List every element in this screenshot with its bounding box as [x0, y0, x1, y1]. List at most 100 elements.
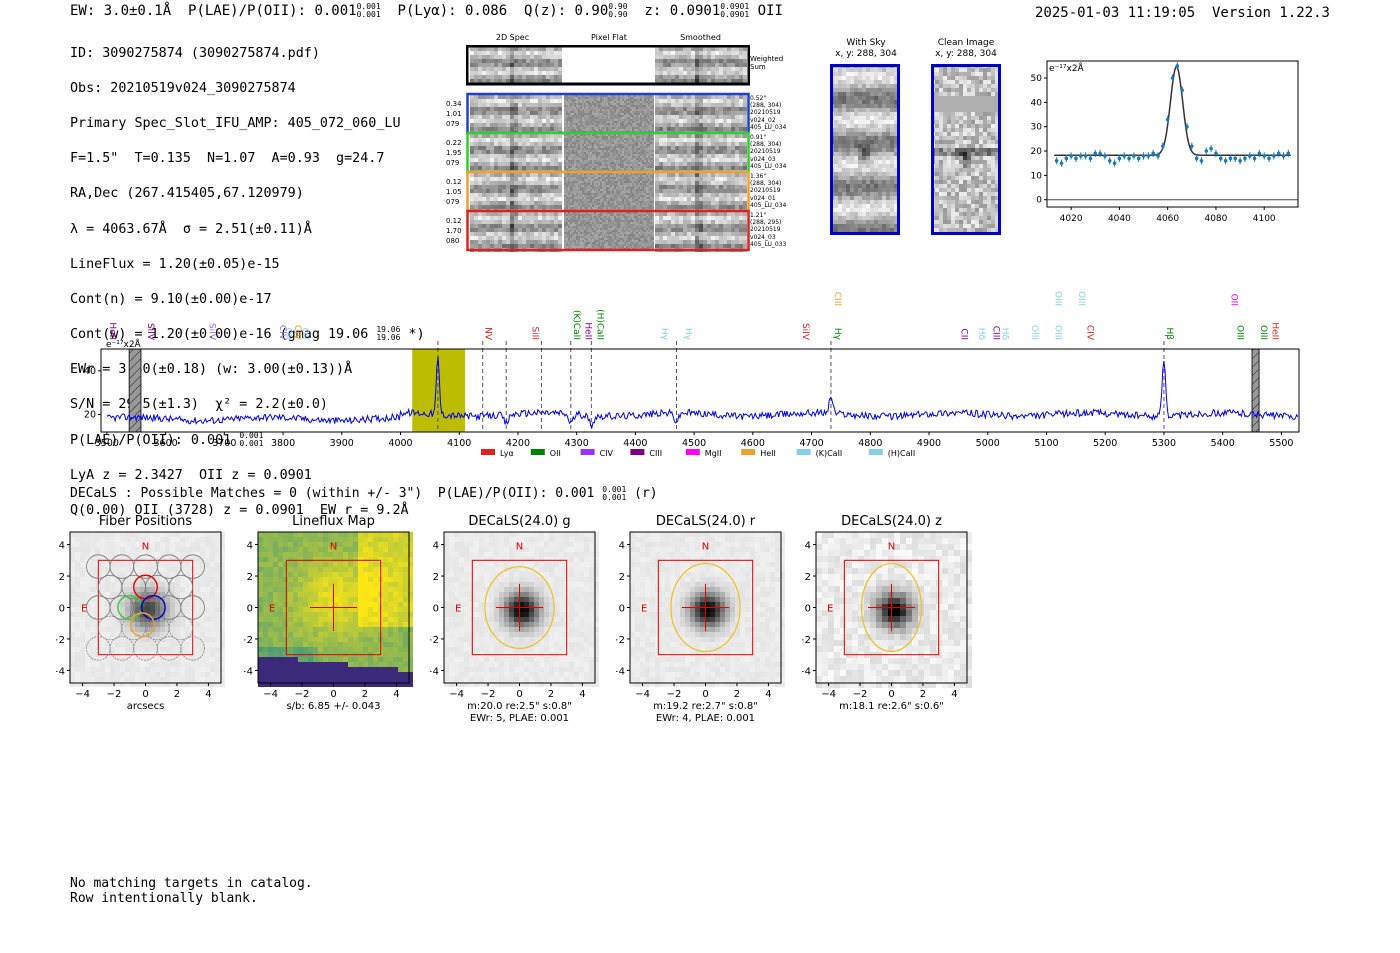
fit-data-point: [1098, 151, 1102, 156]
spectrum-xtick-label: 4200: [506, 438, 530, 449]
row3-2dspec: [470, 212, 562, 252]
decals-panel-title: Lineflux Map: [292, 514, 375, 529]
row3-smoothed: [655, 212, 747, 252]
row3-right-2: 20210519: [750, 226, 781, 234]
legend-label: CIII: [649, 449, 662, 458]
north-label: N: [702, 541, 709, 552]
fit-data-point: [1170, 76, 1175, 80]
decals-image-pixels: [70, 532, 225, 687]
fit-data-point: [1059, 161, 1064, 165]
decals-caption: EWr: 5, PLAE: 0.001: [470, 713, 569, 724]
spectrum-line-label: Hγ: [832, 328, 842, 341]
decals-image-pixels: [258, 532, 413, 687]
fit-data-point: [1141, 154, 1146, 158]
decals-ytick-label: 4: [433, 541, 439, 552]
spectrum-xtick-label: 4600: [741, 438, 765, 449]
row1-left-2: 079: [446, 159, 460, 167]
fit-data-point: [1151, 151, 1155, 156]
fit-data-point: [1074, 156, 1078, 161]
decals-caption: EWr: 4, PLAE: 0.001: [656, 713, 755, 724]
spectrum-line-label: CIV: [1085, 325, 1095, 341]
legend-swatch: [868, 449, 883, 455]
ew-value: EW: 3.0±0.1Å: [70, 3, 172, 19]
fit-data-point: [1132, 154, 1136, 158]
decals-end: (r): [634, 486, 658, 501]
weighted-frame: [466, 45, 750, 86]
spectrum-xtick-label: 5200: [1093, 438, 1117, 449]
decals-panel-z: DECaLS(24.0) z N E −4 −4 −2 −2 0 0 2 2 4 4 m:18.1 re:…: [802, 512, 977, 727]
row0-2dspec: [470, 95, 562, 135]
spectrum-line-label: CIV: [277, 325, 287, 341]
clean-image-title: Clean Image: [937, 38, 995, 48]
row0-right-4: 405_LU_034: [750, 123, 787, 131]
spectrum-line-label: SiIV: [800, 323, 810, 341]
fit-data-point: [1252, 156, 1257, 161]
spectrum-line-label: HeII: [107, 322, 117, 340]
spectrum-line-label: OIII: [1029, 325, 1039, 340]
decals-caption: m:20.0 re:2.5" s:0.8": [467, 701, 572, 712]
decals-ytick-label: −4: [430, 666, 439, 677]
fit-data-point: [1146, 154, 1151, 158]
row3-left-label: 0.12 1.70 080: [446, 216, 462, 246]
spectrum-line-label: OII: [1229, 294, 1239, 306]
spectrum-xtick-label: 3700: [212, 438, 236, 449]
decals-image-pixels: [444, 532, 599, 687]
spectrum-axes-frame: [100, 348, 1300, 433]
fit-data-point: [1165, 117, 1170, 122]
search-box: [471, 559, 568, 656]
row0-right-1: (288, 304): [750, 102, 782, 110]
fit-data-point: [1069, 154, 1073, 158]
row3-left-2: 080: [446, 237, 460, 245]
z-sup: 0.0901: [720, 2, 750, 11]
weighted-pixelflat: [564, 47, 654, 83]
contw-sup: 19.06: [376, 325, 401, 335]
fit-data-point: [1209, 146, 1213, 151]
clean-img-pixels: [931, 64, 1001, 235]
fit-data-point: [1272, 154, 1276, 158]
spectrum-line-label: NV: [483, 327, 493, 341]
decals-xtick-label: −2: [481, 689, 496, 700]
spectrum-line-label: Hδ: [976, 328, 986, 341]
decals-ytick-label: −4: [802, 666, 811, 677]
decals-xtick-label: −4: [449, 689, 464, 700]
fit-data-point: [1228, 156, 1233, 161]
spectrum-line-label: CIV: [292, 325, 302, 341]
info-id: ID: 3090275874 (3090275874.pdf): [70, 45, 320, 61]
info-q: Q(0.00) OII (3728) z = 0.0901 EW r = 9.2…: [70, 503, 409, 519]
fit-data-point: [1093, 151, 1098, 156]
spectrum-line-label: CII: [958, 328, 968, 340]
clean-img-frame: [931, 64, 1001, 235]
decals-panel-lineflux: Lineflux Map N E −4 −4 −2 −2 0 0 2 2 4 4 s/b: 6.85 +/…: [244, 512, 419, 727]
fit-unit-label: e⁻¹⁷x2Å: [1049, 62, 1085, 74]
row2-left-1: 1.05: [446, 188, 462, 196]
row0-left-label: 0.34 1.01 079: [446, 99, 462, 129]
info-plae: P(LAE)/P(OII): 0.001 0.001 0.001: [70, 431, 425, 450]
decals-panel-plot: N E −4 −4 −2 −2 0 0 2 2 4 4 m:19.2 re:2.7" s:0.8"EWr…: [616, 531, 785, 724]
fit-data-point: [1281, 154, 1286, 158]
decals-ytick-label: 0: [433, 604, 439, 615]
col-title-smoothed: Smoothed: [680, 33, 721, 42]
decals-panel-r: DECaLS(24.0) r N E −4 −4 −2 −2 0 0 2 2 4 4 m:19.2 re:…: [616, 512, 791, 727]
info-primary: Primary Spec_Slot_IFU_AMP: 405_072_060_L…: [70, 115, 401, 131]
info-lya: LyA z = 2.3427 OII z = 0.0901: [70, 467, 312, 483]
clean-image-xy: x, y: 288, 304: [935, 49, 997, 59]
fit-data-point: [1218, 156, 1223, 161]
legend-swatch: [630, 449, 645, 455]
info-contn: Cont(n) = 9.10(±0.00)e-17: [70, 291, 272, 307]
spectrum-xtick-label: 3800: [271, 438, 295, 449]
header-summary: EW: 3.0±0.1Å P(LAE)/P(OII): 0.0010.001 0.…: [70, 2, 783, 20]
spectrum-line-label: SiIV: [145, 323, 155, 341]
row2-left-2: 079: [446, 198, 460, 206]
line-fit-chart: 4020 4040 4060 4080 4100 0 10 20 30 40 50 e⁻¹⁷x2Å: [1031, 60, 1299, 224]
decals-xtick-label: 2: [548, 689, 554, 700]
decals-xtick-label: −4: [75, 689, 90, 700]
spectrum-line-label: OIII: [1052, 325, 1062, 340]
search-box: [657, 559, 754, 656]
decals-xtick-label: 2: [174, 689, 180, 700]
with-sky-xy: x, y: 288, 304: [835, 49, 897, 59]
spectrum-xtick-label: 3900: [330, 438, 354, 449]
decals-ytick-label: −4: [616, 666, 625, 677]
plae-value: P(LAE)/P(OII): 0.001: [188, 3, 357, 19]
row1-left-label: 0.22 1.95 079: [446, 138, 462, 168]
row1-right-label: 0.91" (288, 304) 20210519 v024_03 405_LU_034: [750, 134, 786, 170]
